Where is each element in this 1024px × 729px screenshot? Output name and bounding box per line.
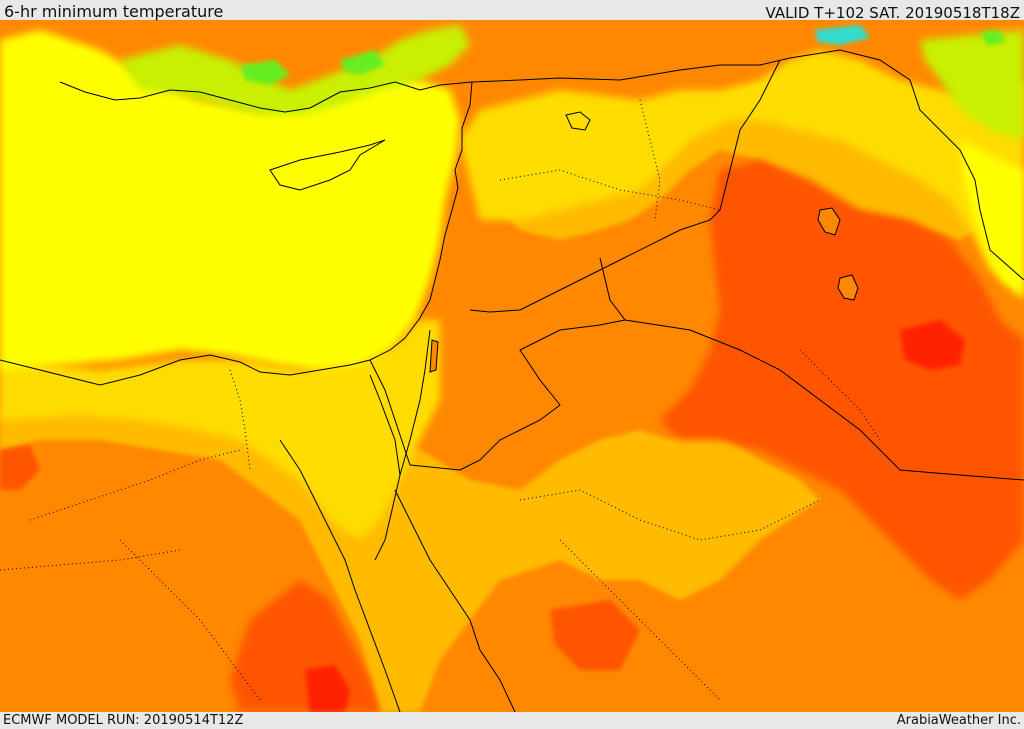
yellow-zagros-strip: [960, 140, 1024, 300]
jordan-saudi-border: [409, 257, 626, 471]
header-bar: 6-hr minimum temperature VALID T+102 SAT…: [0, 0, 1024, 22]
temperature-map-svg: [0, 20, 1024, 712]
gulf-of-aqaba: [399, 329, 431, 476]
province-line-5: [559, 539, 721, 701]
levant-coastline: [0, 81, 473, 386]
lake-razazza: [837, 274, 859, 301]
green-patch-north-2: [340, 50, 385, 75]
orange-yellow-band: [0, 395, 820, 712]
dark-orange-west-edge: [0, 445, 40, 490]
turkey-syria-border: [471, 57, 791, 83]
red-sea-west-coast: [279, 439, 401, 712]
green-patch-north: [240, 60, 290, 85]
cyan-patch-ne: [815, 25, 870, 45]
iraq-saudi-border: [624, 319, 1024, 481]
dark-orange-hejaz-patch: [550, 600, 640, 670]
credit-label: ArabiaWeather Inc.: [896, 713, 1021, 728]
green-patch-ne: [980, 30, 1005, 46]
dead-sea: [429, 339, 439, 373]
province-borders: [0, 99, 881, 701]
coastlines: [0, 81, 516, 712]
mediterranean-yellow-zone: [0, 30, 460, 370]
model-run-label: ECMWF MODEL RUN: 20190514T12Z: [3, 713, 244, 728]
map-title: 6-hr minimum temperature: [4, 2, 224, 21]
iraq-iran-border: [789, 49, 1024, 281]
yellow-green-ne-fringe: [920, 30, 1024, 140]
valid-time-label: VALID T+102 SAT. 20190518T18Z: [765, 4, 1020, 22]
egypt-israel-border: [369, 359, 411, 466]
lake-tharthar: [817, 207, 841, 236]
lake-assad: [565, 111, 591, 131]
red-sea-east-coast: [394, 489, 516, 712]
syria-iraq-border: [469, 59, 781, 313]
light-orange-egypt-coast: [0, 320, 440, 540]
light-orange-zone: [0, 20, 1024, 290]
red-patch-south: [305, 665, 350, 712]
province-line-1: [499, 169, 721, 211]
footer-bar: ECMWF MODEL RUN: 20190514T12Z ArabiaWeat…: [0, 712, 1024, 729]
red-patch-iraq: [900, 320, 965, 370]
country-borders: [369, 49, 1024, 481]
cyprus-coast: [269, 139, 386, 191]
temperature-map: [0, 20, 1024, 712]
province-line-8: [639, 99, 661, 221]
turkey-south-coast: [59, 81, 473, 113]
yellow-green-north-fringe: [120, 25, 470, 115]
dark-orange-iraq-zone: [660, 160, 1024, 600]
